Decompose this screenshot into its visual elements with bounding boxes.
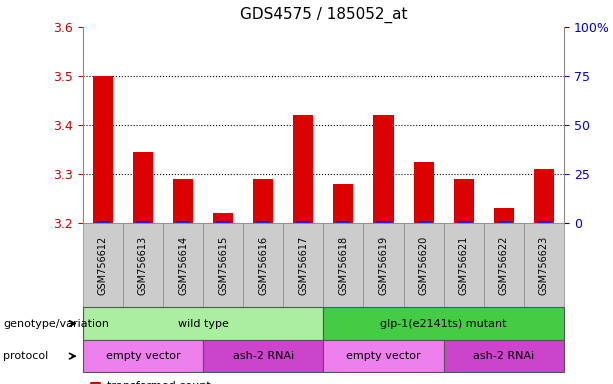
Text: GSM756621: GSM756621 (459, 235, 469, 295)
Bar (417, 221, 430, 223)
Text: GSM756618: GSM756618 (338, 235, 348, 295)
Bar (176, 221, 190, 223)
Text: glp-1(e2141ts) mutant: glp-1(e2141ts) mutant (381, 318, 507, 329)
Bar (216, 221, 230, 223)
Text: GSM756614: GSM756614 (178, 235, 188, 295)
Text: ash-2 RNAi: ash-2 RNAi (232, 351, 294, 361)
Text: empty vector: empty vector (346, 351, 421, 361)
Bar (136, 221, 150, 223)
Text: genotype/variation: genotype/variation (3, 318, 109, 329)
Bar (333, 184, 354, 223)
Text: GSM756622: GSM756622 (499, 235, 509, 295)
Text: GSM756620: GSM756620 (419, 235, 428, 295)
Text: ash-2 RNAi: ash-2 RNAi (473, 351, 535, 361)
Text: empty vector: empty vector (105, 351, 180, 361)
Text: ■: ■ (89, 379, 102, 384)
Bar (494, 208, 514, 223)
Text: transformed count: transformed count (107, 381, 211, 384)
Text: GSM756616: GSM756616 (258, 235, 268, 295)
Text: GSM756617: GSM756617 (299, 235, 308, 295)
Bar (173, 179, 193, 223)
Bar (293, 115, 313, 223)
Text: wild type: wild type (178, 318, 229, 329)
Bar (414, 162, 433, 223)
Bar (454, 179, 474, 223)
Bar (497, 221, 511, 223)
Text: protocol: protocol (3, 351, 48, 361)
Bar (253, 179, 273, 223)
Bar (296, 221, 310, 223)
Text: GSM756613: GSM756613 (138, 235, 148, 295)
Text: GSM756615: GSM756615 (218, 235, 228, 295)
Text: GSM756612: GSM756612 (98, 235, 108, 295)
Bar (337, 221, 351, 223)
Bar (213, 213, 233, 223)
Bar (537, 221, 551, 223)
Text: GSM756623: GSM756623 (539, 235, 549, 295)
Bar (133, 152, 153, 223)
Title: GDS4575 / 185052_at: GDS4575 / 185052_at (240, 7, 407, 23)
Bar (256, 221, 270, 223)
Bar (373, 115, 394, 223)
Bar (534, 169, 554, 223)
Bar (457, 221, 471, 223)
Bar (376, 221, 390, 223)
Bar (96, 221, 110, 223)
Bar (93, 76, 113, 223)
Text: GSM756619: GSM756619 (378, 235, 389, 295)
